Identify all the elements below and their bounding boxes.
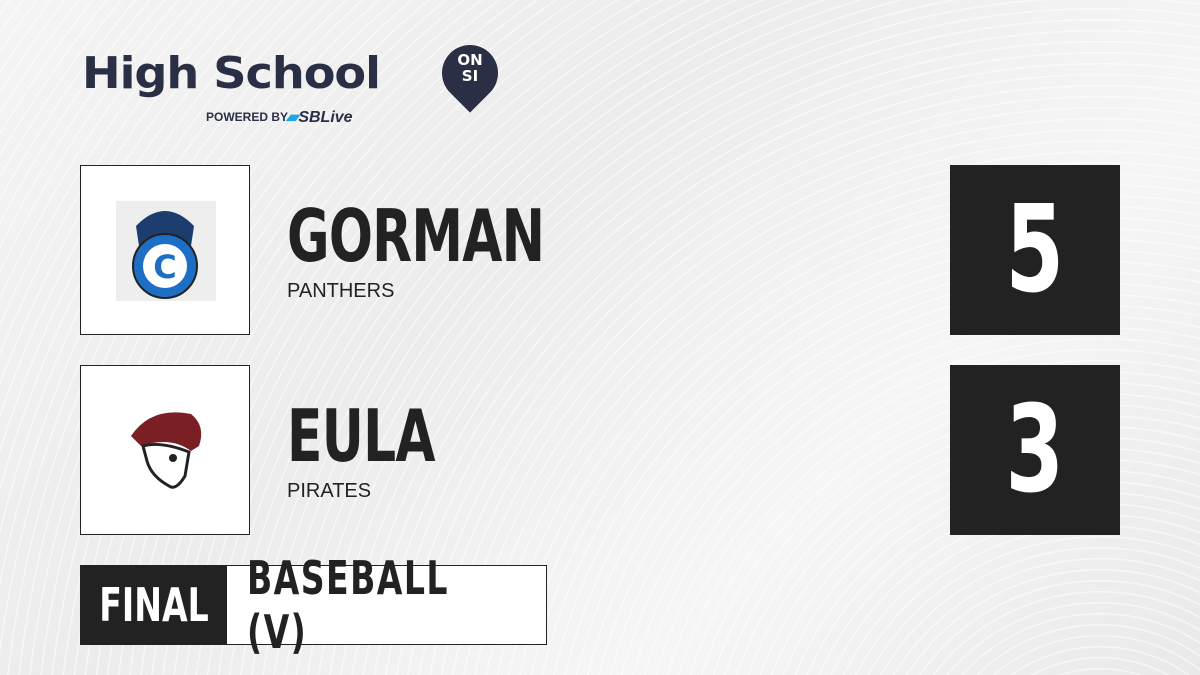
team-name: GORMAN [287, 194, 545, 278]
team-score: 5 [1005, 180, 1065, 320]
final-badge: FINAL [81, 566, 227, 644]
on-si-badge: ON SI [448, 52, 492, 84]
team-mascot: PIRATES [287, 480, 372, 502]
team-score: 3 [1005, 380, 1065, 520]
brand-title: High School [82, 48, 381, 99]
svg-text:C: C [153, 248, 176, 286]
team-logo-box [80, 365, 250, 535]
sport-label: BASEBALL (V) [247, 551, 449, 659]
sblive-text: SBLive [298, 109, 353, 126]
team-logo-box: C [80, 165, 250, 335]
sport-label-box: BASEBALL (V) [227, 551, 546, 659]
game-status: FINAL [99, 578, 209, 632]
brand-logo: High School [82, 44, 381, 104]
team-name: EULA [287, 394, 436, 478]
panther-logo-icon: C [116, 201, 216, 301]
sblive-logo: ▰SBLive [286, 107, 353, 127]
badge-line2: SI [461, 67, 479, 85]
team-mascot: PANTHERS [287, 280, 395, 302]
team-score-box: 3 [950, 365, 1120, 535]
team-score-box: 5 [950, 165, 1120, 335]
powered-by: POWERED BY [206, 110, 289, 124]
sblive-mark-icon: ▰ [286, 109, 299, 126]
badge-line1: ON [457, 51, 483, 69]
pirate-logo-icon [131, 412, 202, 489]
game-status-bar: FINAL BASEBALL (V) [80, 551, 547, 659]
